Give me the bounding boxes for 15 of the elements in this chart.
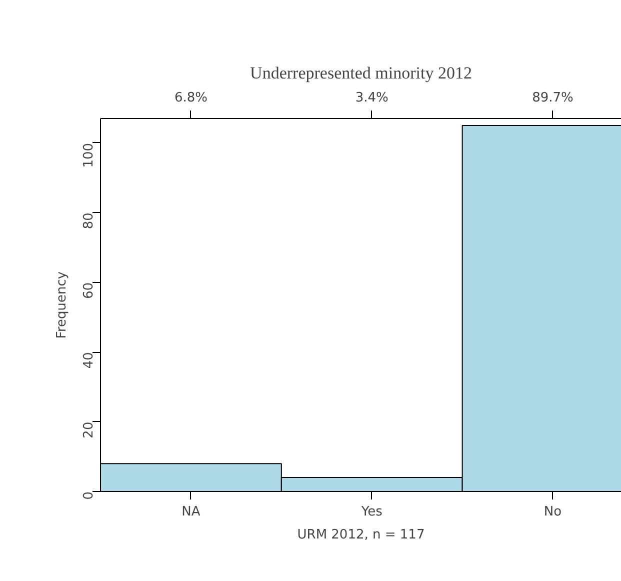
chart-title: Underrepresented minority 2012 [250,64,472,82]
x-tick-label: NA [182,504,200,520]
x-tick-label: No [544,504,562,520]
y-tick-label: 80 [82,212,96,230]
text: 89.7% [532,90,574,106]
text: 3.4% [355,90,388,106]
text: 6.8% [174,90,208,106]
y-tick-label: 20 [82,422,96,438]
y-tick-label: 100 [82,142,96,168]
y-tick-label: 0 [82,491,96,500]
y-tick-label: 60 [82,282,96,299]
x-tick-label: Yes [360,504,383,520]
y-axis-title: Frequency [54,271,70,339]
x-axis-title: URM 2012, n = 117 [297,528,425,542]
y-tick-label: 40 [82,352,96,369]
